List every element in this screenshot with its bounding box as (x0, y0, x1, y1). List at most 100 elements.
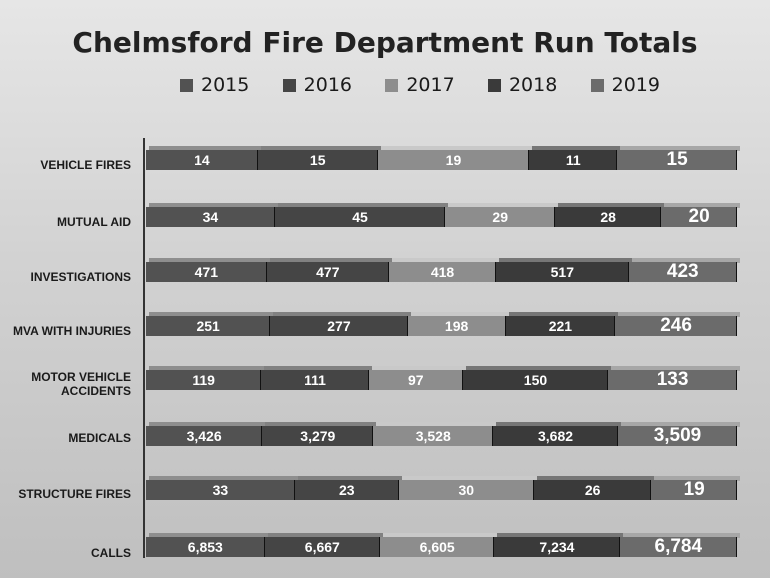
bar-segment (407, 316, 506, 336)
data-label: 28 (600, 209, 616, 225)
bar-segment (294, 480, 399, 500)
data-label: 133 (656, 369, 689, 390)
bar-top-face (664, 203, 740, 208)
bar-segment (617, 426, 737, 446)
bar-segment (146, 316, 271, 336)
data-label: 221 (548, 318, 573, 334)
bar-top-face (149, 476, 298, 481)
data-label: 26 (584, 482, 601, 498)
legend-label: 2018 (508, 74, 558, 96)
bar-segment (380, 537, 495, 557)
bar-top-face (277, 203, 449, 208)
bar-segment (146, 426, 263, 446)
category-label: INVESTIGATIONS (30, 270, 131, 284)
bar-top-face (149, 258, 270, 263)
category-label: STRUCTURE FIRES (18, 487, 131, 501)
bar-top-face (391, 258, 500, 263)
bar-top-face (401, 476, 537, 481)
category-label: MUTUAL AID (57, 215, 131, 229)
bar-top-face (532, 146, 621, 151)
legend-swatch (590, 78, 604, 92)
legend: 2015 2016 2017 2018 2019 (180, 74, 660, 96)
bar-segment (262, 426, 374, 446)
data-label: 3,279 (300, 428, 336, 444)
legend-item-2018: 2018 (487, 74, 558, 96)
bar-segment (493, 426, 618, 446)
bar-top-face (376, 422, 497, 427)
bar-top-face (149, 203, 278, 208)
legend-swatch (180, 78, 193, 92)
bar-top-face (260, 146, 381, 151)
bar-top-face (380, 146, 533, 151)
bar-top-face (410, 312, 509, 317)
category-label: CALLS (91, 546, 131, 560)
data-label: 6,853 (187, 539, 223, 555)
bar-top-face (265, 422, 377, 427)
bar-top-face (631, 258, 740, 263)
data-label: 11 (565, 152, 581, 168)
legend-label: 2017 (406, 74, 455, 96)
bar-top-face (371, 366, 466, 371)
data-label: 150 (523, 372, 548, 388)
category-label: VEHICLE FIRES (40, 158, 131, 172)
bar-segment (496, 262, 629, 282)
bar-top-face (536, 476, 655, 481)
bar-segment (146, 370, 262, 390)
data-label: 19 (683, 479, 705, 500)
bar-top-face (496, 422, 621, 427)
bar-segment (146, 480, 295, 500)
data-label: 3,528 (415, 428, 451, 444)
data-label: 45 (352, 209, 368, 225)
data-label: 277 (327, 318, 351, 334)
legend-label: 2015 (201, 74, 250, 96)
bar-top-face (508, 312, 619, 317)
bar-top-face (611, 366, 740, 371)
data-label: 30 (458, 482, 475, 498)
chart-title: Chelmsford Fire Department Run Totals (72, 26, 698, 59)
bar-top-face (620, 146, 740, 151)
bar-segment (146, 150, 258, 170)
bar-top-face (149, 533, 268, 538)
category-label: MVA WITH INJURIES (12, 324, 131, 338)
bar-top-face (149, 312, 274, 317)
bar-top-face (497, 533, 623, 538)
data-label: 246 (660, 315, 692, 336)
bar-top-face (448, 203, 559, 208)
bar-segment (661, 207, 737, 227)
bar-segment (261, 370, 369, 390)
bar-top-face (465, 366, 612, 371)
bar-top-face (267, 533, 383, 538)
bar-segment (617, 150, 737, 170)
bar-segment (445, 207, 556, 227)
bar-top-face (499, 258, 632, 263)
category-axis-line (143, 138, 145, 558)
bar-segment (555, 207, 662, 227)
bar-top-face (297, 476, 402, 481)
data-label: 33 (212, 482, 229, 498)
legend-label: 2016 (303, 74, 353, 96)
data-label: 34 (202, 209, 219, 225)
data-label: 15 (666, 149, 688, 170)
data-label: 517 (550, 264, 574, 280)
bar-segment (257, 150, 378, 170)
legend-item-2019: 2019 (590, 74, 660, 96)
bar-segment (373, 426, 494, 446)
data-label: 471 (194, 264, 219, 280)
data-label: 19 (445, 152, 462, 168)
data-label: 251 (196, 318, 220, 334)
category-label: MEDICALS (68, 431, 131, 445)
bar-segment (146, 537, 265, 557)
bar-segment (619, 537, 737, 557)
data-label: 3,682 (537, 428, 574, 444)
bar-top-face (269, 258, 392, 263)
bar-segment (533, 480, 652, 500)
data-label: 111 (304, 372, 326, 388)
category-label: MOTOR VEHICLE ACCIDENTS (31, 370, 131, 398)
data-label: 15 (309, 152, 326, 168)
data-label: 6,784 (654, 536, 703, 557)
bar-segment (505, 316, 616, 336)
data-label: 423 (666, 261, 699, 282)
bar-segment (146, 207, 275, 227)
bar-segment (462, 370, 609, 390)
